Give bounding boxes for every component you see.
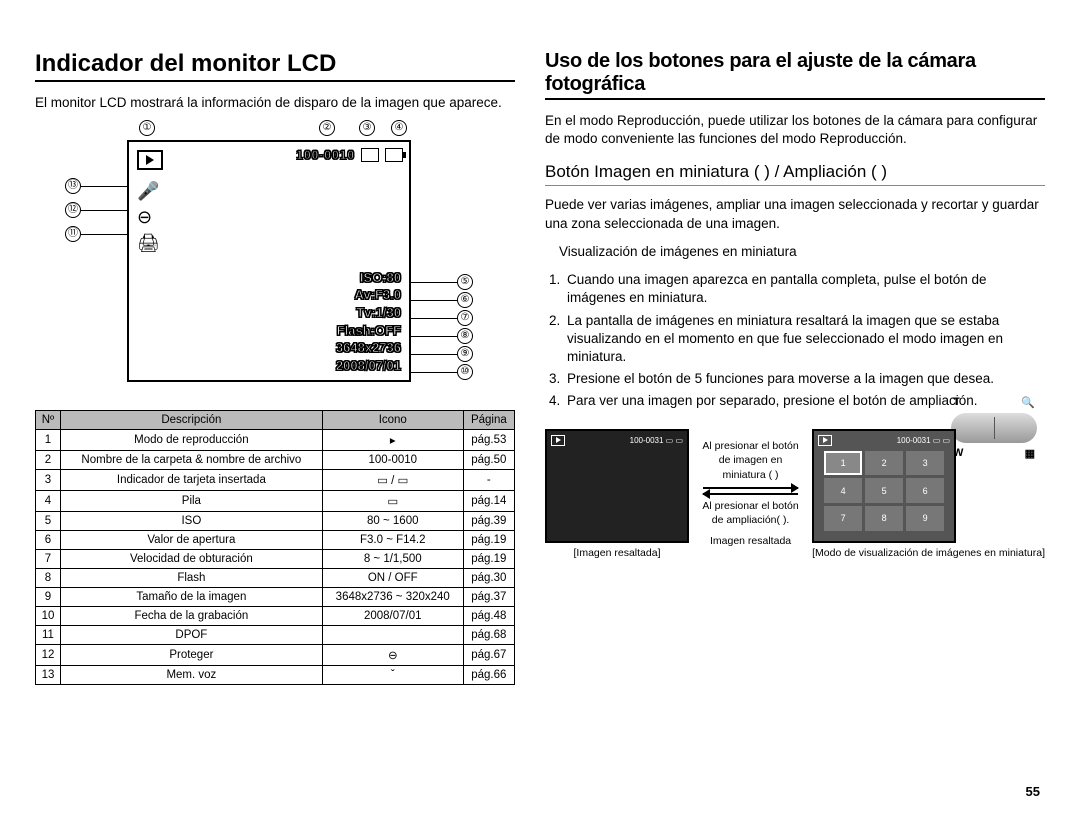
callout-13: ⑬ — [65, 178, 81, 194]
arrow-label-top: Al presionar el botón de imagen en minia… — [697, 439, 804, 483]
table-row: 4Pila▭pág.14 — [36, 491, 515, 512]
caption-right: [Modo de visualización de imágenes en mi… — [812, 547, 1045, 559]
caption-left: [Imagen resaltada] — [545, 547, 689, 559]
step-item: 3.Presione el botón de 5 funciones para … — [549, 370, 1045, 388]
play-icon — [137, 150, 163, 170]
table-row: 13Mem. vozˇpág.66 — [36, 666, 515, 685]
right-title: Uso de los botones para el ajuste de la … — [545, 50, 1045, 100]
table-row: 2Nombre de la carpeta & nombre de archiv… — [36, 451, 515, 470]
right-intro: En el modo Reproducción, puede utilizar … — [545, 112, 1045, 148]
callout-3: ③ — [359, 120, 375, 136]
lcd-grid-preview: 100-0031 ▭ ▭ 123456789 — [812, 429, 956, 543]
dpof-icon: 🖨 — [137, 234, 160, 252]
section-label: Visualización de imágenes en miniatura — [559, 243, 1045, 261]
callout-10: ⑩ — [457, 364, 473, 380]
table-row: 6Valor de aperturaF3.0 ~ F14.2pág.19 — [36, 531, 515, 550]
steps-list: 1.Cuando una imagen aparezca en pantalla… — [549, 271, 1045, 411]
zoom-button-figure: T🔍 W▦ — [951, 396, 1037, 460]
battery-icon — [385, 148, 403, 162]
lcd-info: ISO:80 Av:F3.0 Tv:1/30 Flash:OFF 3648x27… — [336, 269, 401, 374]
left-title: Indicador del monitor LCD — [35, 50, 515, 82]
card-icon — [361, 148, 379, 162]
lcd-single-preview: 100-0031 ▭ ▭ — [545, 429, 689, 543]
left-intro: El monitor LCD mostrará la información d… — [35, 94, 515, 112]
table-row: 7Velocidad de obturación8 ~ 1/1,500pág.1… — [36, 550, 515, 569]
table-row: 3Indicador de tarjeta insertada▭ / ▭- — [36, 470, 515, 491]
callout-12: ⑫ — [65, 202, 81, 218]
right-subhead: Botón Imagen en miniatura ( ) / Ampliaci… — [545, 162, 1045, 186]
table-row: 5ISO80 ~ 1600pág.39 — [36, 512, 515, 531]
mic-icon: 🎤 — [137, 182, 160, 200]
lcd-diagram: ① ② ③ ④ ⑬ ⑫ ⑪ ⑤ ⑥ ⑦ ⑧ ⑨ ⑩ — [65, 122, 485, 402]
table-row: 8FlashON / OFFpág.30 — [36, 569, 515, 588]
step-item: 2.La pantalla de imágenes en miniatura r… — [549, 312, 1045, 367]
right-p1: Puede ver varias imágenes, ampliar una i… — [545, 196, 1045, 232]
lock-icon: ⊖ — [137, 208, 160, 226]
callout-1: ① — [139, 120, 155, 136]
table-row: 12Proteger⊖pág.67 — [36, 645, 515, 666]
callout-11: ⑪ — [65, 226, 81, 242]
step-item: 1.Cuando una imagen aparezca en pantalla… — [549, 271, 1045, 307]
callout-8: ⑧ — [457, 328, 473, 344]
callout-6: ⑥ — [457, 292, 473, 308]
table-row: 10Fecha de la grabación2008/07/01pág.48 — [36, 607, 515, 626]
arrow-label-bottom: Al presionar el botón de ampliación( ). — [697, 499, 804, 528]
callout-4: ④ — [391, 120, 407, 136]
callout-2: ② — [319, 120, 335, 136]
highlight-label: Imagen resaltada — [697, 534, 804, 549]
page-number: 55 — [1026, 784, 1040, 799]
indicator-table: Nº Descripción Icono Página 1Modo de rep… — [35, 410, 515, 685]
table-row: 9Tamaño de la imagen3648x2736 ~ 320x240p… — [36, 588, 515, 607]
table-row: 11DPOFpág.68 — [36, 626, 515, 645]
callout-5: ⑤ — [457, 274, 473, 290]
callout-7: ⑦ — [457, 310, 473, 326]
callout-9: ⑨ — [457, 346, 473, 362]
table-row: 1Modo de reproducción▸pág.53 — [36, 430, 515, 451]
lcd-top-right: 100-0010 — [296, 148, 403, 162]
